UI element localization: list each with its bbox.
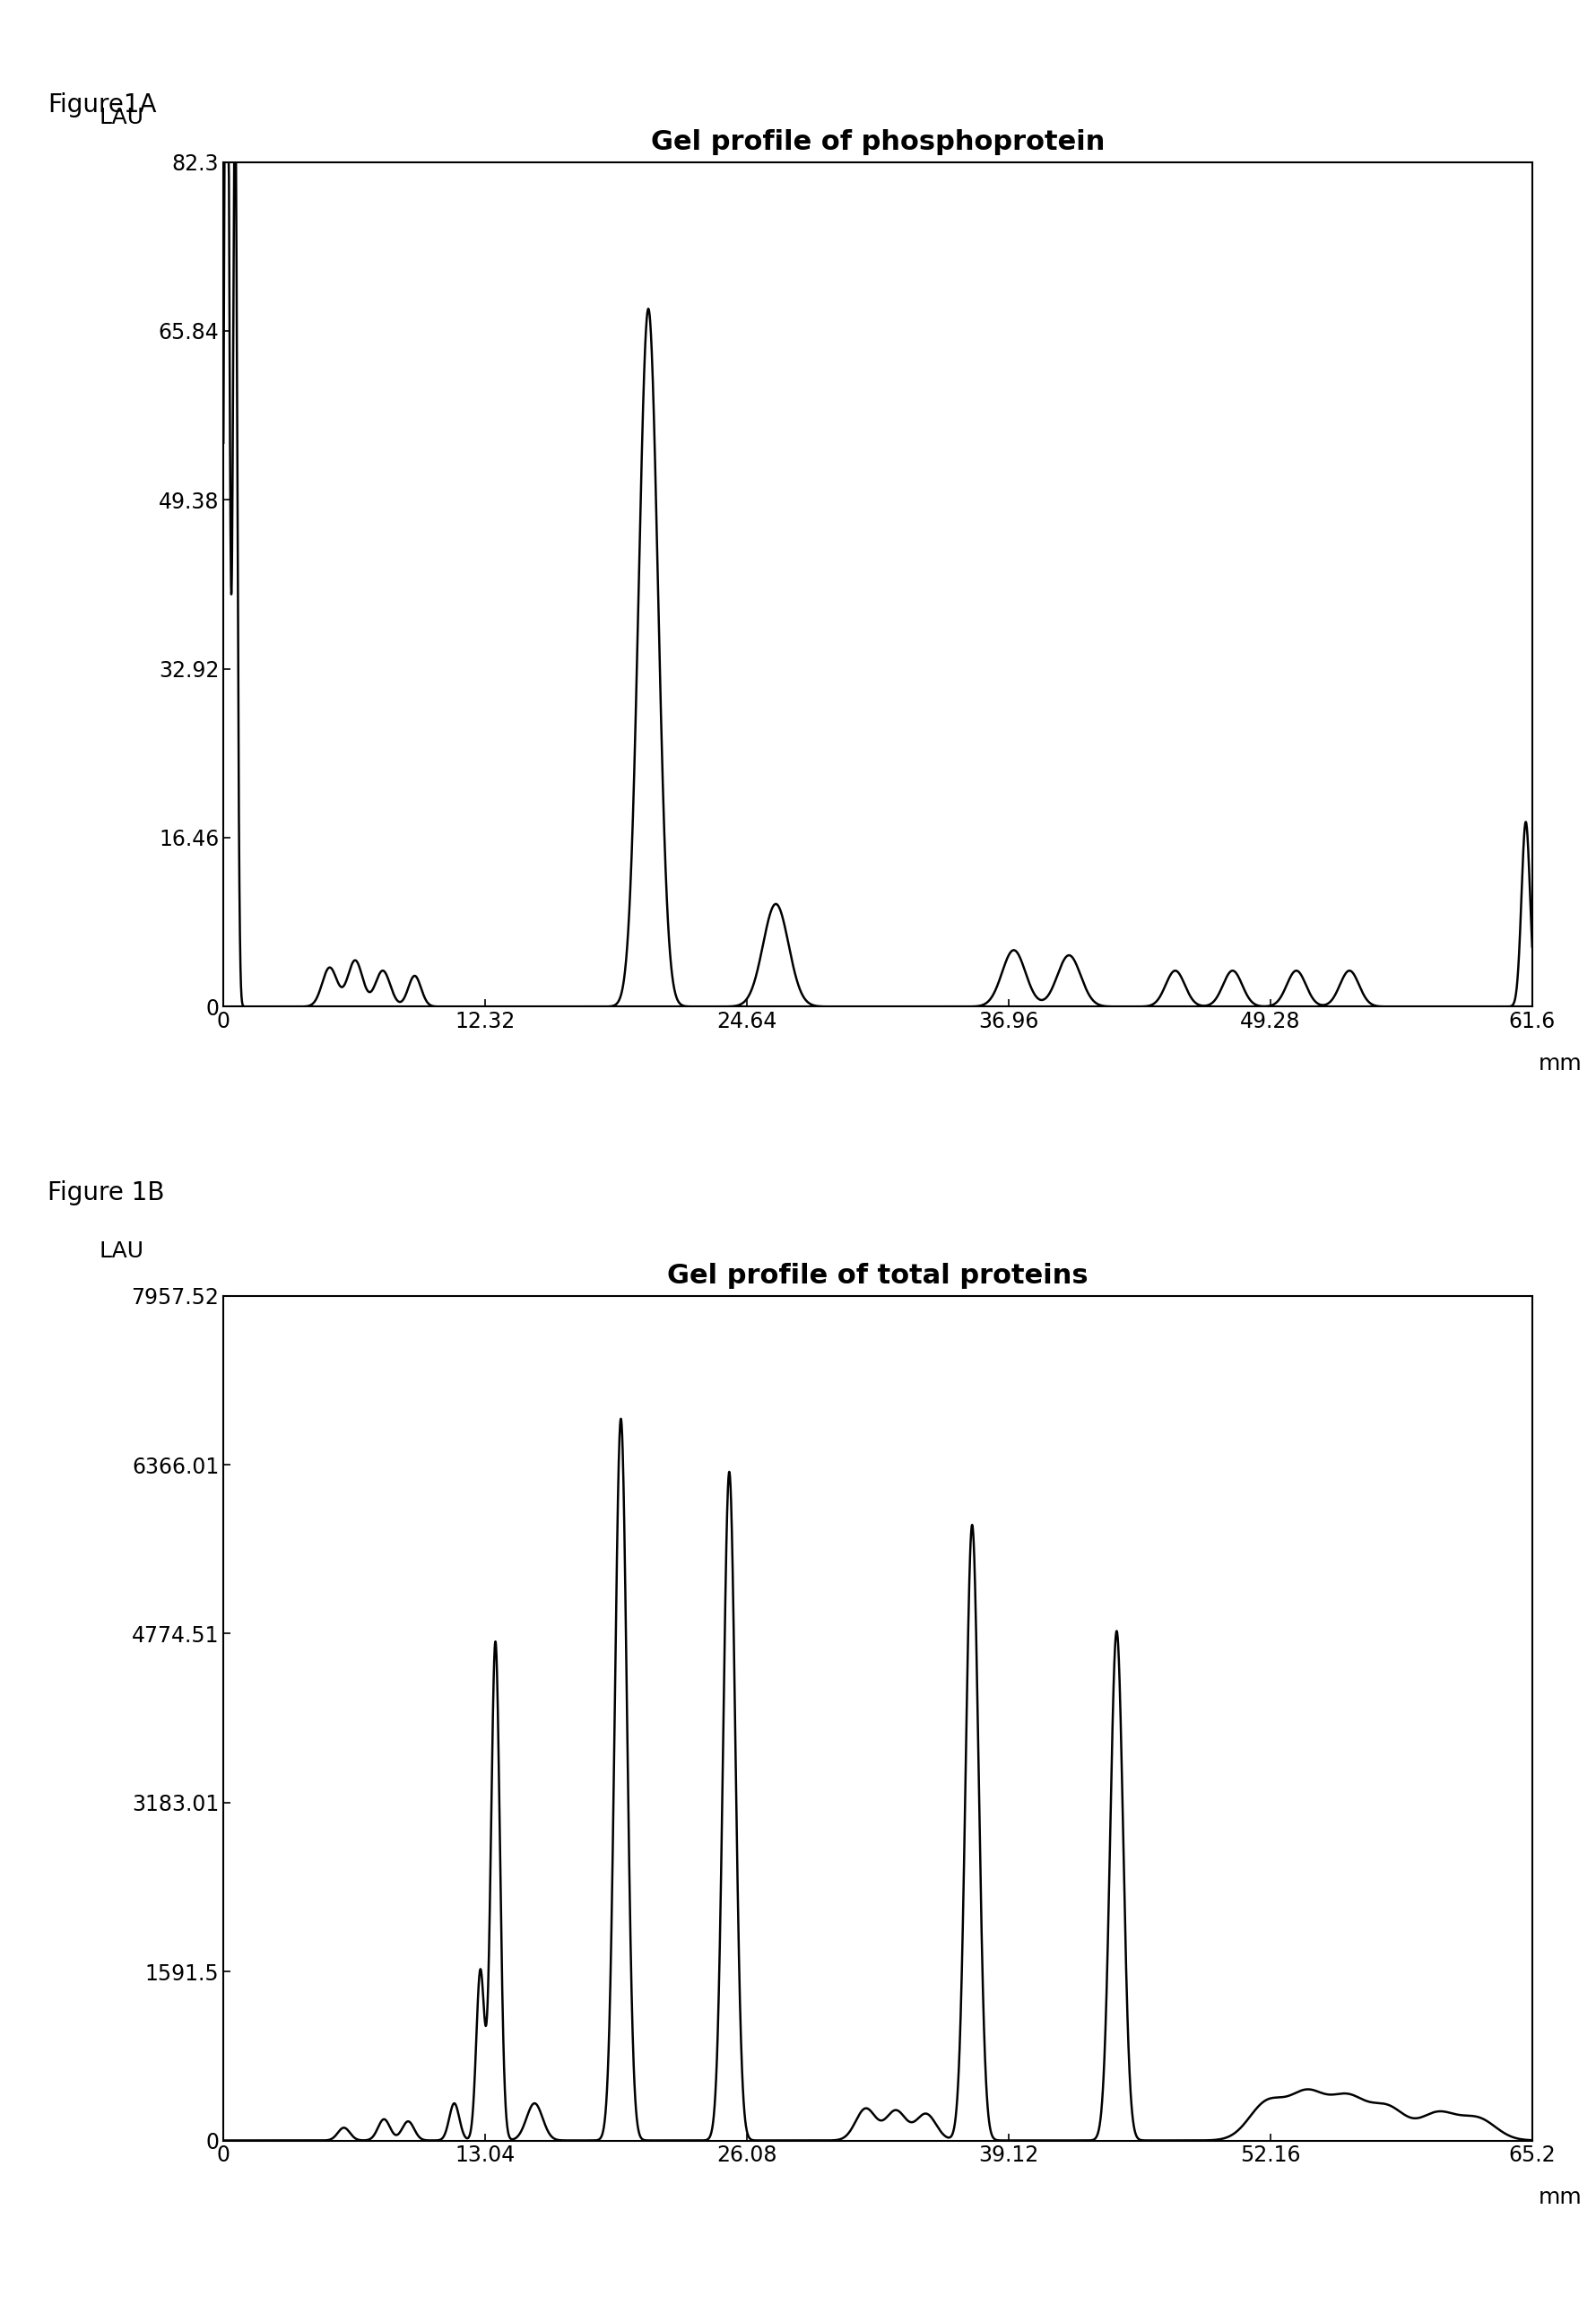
Title: Gel profile of phosphoprotein: Gel profile of phosphoprotein — [651, 130, 1104, 155]
Text: mm: mm — [1539, 2187, 1582, 2208]
Title: Gel profile of total proteins: Gel profile of total proteins — [667, 1263, 1088, 1289]
Text: Figure 1B: Figure 1B — [48, 1180, 164, 1206]
Text: mm: mm — [1539, 1053, 1582, 1074]
Text: LAU: LAU — [99, 106, 144, 127]
Text: LAU: LAU — [99, 1240, 144, 1261]
Text: Figure1A: Figure1A — [48, 93, 156, 118]
